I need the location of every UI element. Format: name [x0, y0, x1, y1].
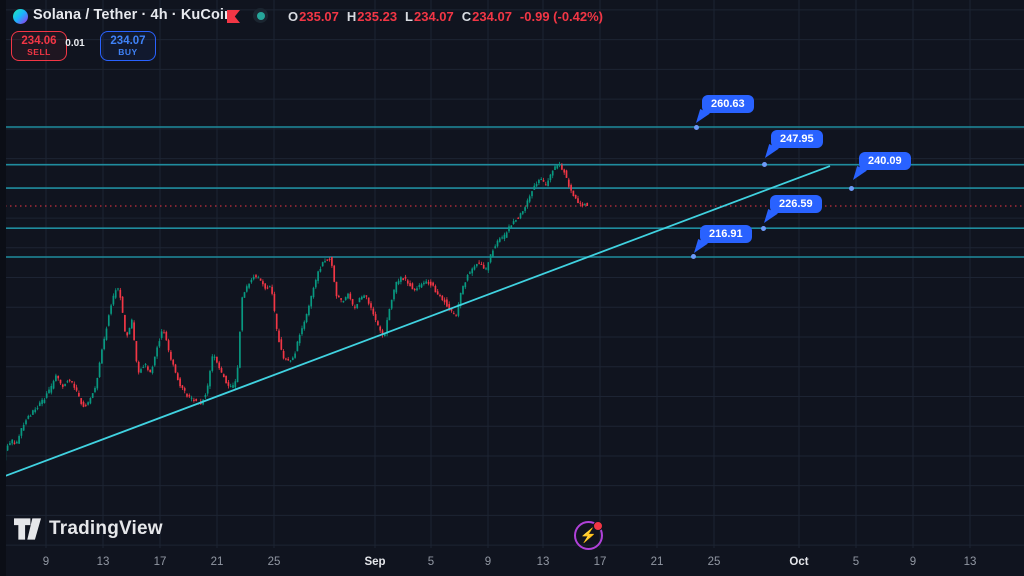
time-axis-label: 9: [484, 556, 492, 568]
time-axis-label: 21: [210, 556, 224, 568]
sell-button[interactable]: 234.06 SELL: [11, 31, 67, 61]
close-value: 234.07: [472, 9, 512, 24]
time-axis-label: 25: [707, 556, 721, 568]
watermark-text: TradingView: [49, 518, 163, 539]
lightning-icon: ⚡: [579, 527, 598, 543]
time-axis-label: 13: [963, 556, 977, 568]
low-value: 234.07: [414, 9, 454, 24]
high-value: 235.23: [357, 9, 398, 24]
market-status-icon[interactable]: [253, 8, 268, 23]
time-axis-label: 13: [96, 556, 110, 568]
sell-label: SELL: [27, 46, 51, 57]
buy-price: 234.07: [110, 35, 146, 47]
flash-button[interactable]: ⚡: [574, 521, 603, 550]
time-axis-label: 9: [909, 556, 917, 568]
spread-value: 0.01: [65, 38, 85, 49]
ohlc-legend: O235.07 H235.23 L234.07 C234.07 -0.99 (-0.42…: [288, 9, 603, 24]
ascending-trendline: [0, 165, 831, 479]
low-label: L: [405, 9, 413, 24]
tradingview-logo-icon: [14, 518, 41, 540]
time-axis-label: 17: [593, 556, 607, 568]
level-lines: [0, 126, 1024, 258]
level-anchor-dot: [760, 225, 766, 231]
time-axis-label: Sep: [364, 556, 386, 568]
notification-dot: [593, 521, 603, 531]
solana-logo-icon: [13, 9, 28, 24]
time-axis-label: 25: [267, 556, 281, 568]
buy-label: BUY: [118, 46, 138, 57]
open-label: O: [288, 9, 299, 24]
change-value: -0.99 (-0.42%): [519, 9, 604, 24]
level-anchor-dot: [693, 124, 699, 130]
time-axis-label: 21: [650, 556, 664, 568]
grid: [0, 0, 1024, 548]
high-label: H: [346, 9, 357, 24]
price-level-bubble[interactable]: 247.95: [771, 130, 823, 148]
time-axis-label: 13: [536, 556, 550, 568]
time-axis-label: 5: [427, 556, 435, 568]
open-value: 235.07: [299, 9, 339, 24]
level-anchor-dot: [690, 254, 696, 260]
buy-button[interactable]: 234.07 BUY: [100, 31, 156, 61]
price-level-bubble[interactable]: 240.09: [859, 152, 911, 170]
sell-price: 234.06: [21, 35, 57, 47]
price-level-bubble[interactable]: 226.59: [770, 195, 822, 213]
tradingview-watermark: TradingView: [14, 518, 163, 540]
level-anchor-dot: [761, 162, 767, 168]
price-level-bubble[interactable]: 260.63: [702, 95, 754, 113]
time-axis-label: 9: [42, 556, 50, 568]
time-axis-label: 5: [852, 556, 860, 568]
level-anchor-dot: [848, 185, 854, 191]
symbol-title: Solana / Tether · 4h · KuCoin: [33, 7, 234, 23]
time-axis-label: 17: [153, 556, 167, 568]
price-level-bubble[interactable]: 216.91: [700, 225, 752, 243]
candles: [2, 161, 589, 469]
close-label: C: [461, 9, 472, 24]
left-edge-strip: [0, 0, 6, 576]
flag-icon[interactable]: [227, 10, 240, 23]
time-axis-label: Oct: [789, 556, 809, 568]
